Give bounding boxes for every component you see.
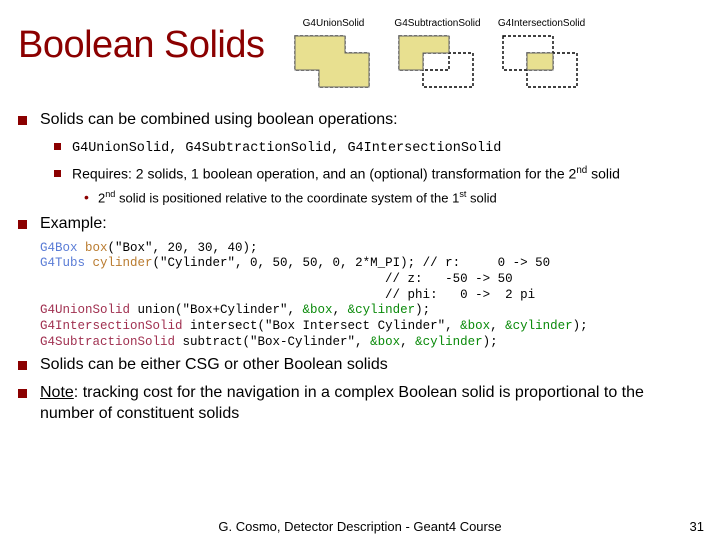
code-l5-type: G4SubtractionSolid xyxy=(40,335,175,349)
code-l2-type: G4Tubs xyxy=(40,256,93,270)
code-l5-d: , xyxy=(400,335,415,349)
code-l3-e: &cylinder xyxy=(348,303,416,317)
bullet-positioned-sup1: nd xyxy=(105,189,115,199)
bullet-csg: Solids can be either CSG or other Boolea… xyxy=(18,354,702,376)
bullet-example: Example: xyxy=(18,213,702,235)
bullet-note-label: Note xyxy=(40,384,74,401)
code-l1-rest: ("Box", 20, 30, 40); xyxy=(108,241,258,255)
code-l5-b: subtract("Box-Cylinder", xyxy=(175,335,370,349)
diagram-intersection: G4IntersectionSolid xyxy=(497,18,587,93)
code-l1-type: G4Box xyxy=(40,241,85,255)
diagram-subtraction: G4SubtractionSolid xyxy=(393,18,483,93)
code-l4-b: intersect("Box Intersect Cylinder", xyxy=(183,319,461,333)
code-l4-type: G4IntersectionSolid xyxy=(40,319,183,333)
code-l4-d: , xyxy=(490,319,505,333)
code-l3-b: union("Box+Cylinder", xyxy=(130,303,303,317)
diagram-union-label: G4UnionSolid xyxy=(303,18,365,29)
footer-text: G. Cosmo, Detector Description - Geant4 … xyxy=(0,519,720,534)
diagram-intersection-svg xyxy=(497,31,587,93)
bullet-example-text: Example: xyxy=(40,215,107,232)
diagram-intersection-label: G4IntersectionSolid xyxy=(498,18,585,29)
diagram-union-svg xyxy=(289,31,379,93)
code-l4-e: &cylinder xyxy=(505,319,573,333)
bullet-requires-a: Requires: 2 solids, 1 boolean operation,… xyxy=(72,165,576,181)
bullet-requires-sup: nd xyxy=(576,165,587,176)
bullet-combine: Solids can be combined using boolean ope… xyxy=(18,109,702,207)
content-area: Solids can be combined using boolean ope… xyxy=(18,109,702,425)
code-l2-rest: ("Cylinder", 0, 50, 50, 0, 2*M_PI); xyxy=(153,256,416,270)
bullet-note-rest: : tracking cost for the navigation in a … xyxy=(40,384,644,423)
code-l3-c: &box xyxy=(303,303,333,317)
diagram-subtraction-label: G4SubtractionSolid xyxy=(394,18,480,29)
diagram-subtraction-svg xyxy=(393,31,483,93)
bullet-classes-text: G4UnionSolid, G4SubtractionSolid, G4Inte… xyxy=(72,141,501,156)
slide-title: Boolean Solids xyxy=(18,24,265,67)
bullet-combine-text: Solids can be combined using boolean ope… xyxy=(40,111,398,128)
code-l1-var: box xyxy=(85,241,108,255)
code-l3-type: G4UnionSolid xyxy=(40,303,130,317)
bullet-requires: Requires: 2 solids, 1 boolean operation,… xyxy=(54,164,702,207)
bullet-note: Note: tracking cost for the navigation i… xyxy=(18,382,702,425)
bullet-positioned: 2nd solid is positioned relative to the … xyxy=(84,188,702,207)
code-l5-f: ); xyxy=(483,335,498,349)
bullet-requires-b: solid xyxy=(587,165,620,181)
code-l3-f: ); xyxy=(415,303,430,317)
page-number: 31 xyxy=(690,519,704,534)
code-block: G4Box box("Box", 20, 30, 40); G4Tubs cyl… xyxy=(40,241,702,350)
bullet-positioned-b: solid is positioned relative to the coor… xyxy=(115,191,459,206)
code-l2-var: cylinder xyxy=(93,256,153,270)
code-l5-e: &cylinder xyxy=(415,335,483,349)
code-l4-c: &box xyxy=(460,319,490,333)
code-l4-f: ); xyxy=(573,319,588,333)
diagram-union: G4UnionSolid xyxy=(289,18,379,93)
code-l3-d: , xyxy=(333,303,348,317)
bullet-positioned-c: solid xyxy=(466,191,496,206)
bullet-csg-text: Solids can be either CSG or other Boolea… xyxy=(40,356,388,373)
diagrams-row: G4UnionSolid G4SubtractionSolid G4Inters… xyxy=(289,18,587,93)
code-l5-c: &box xyxy=(370,335,400,349)
bullet-classes: G4UnionSolid, G4SubtractionSolid, G4Inte… xyxy=(54,137,702,158)
